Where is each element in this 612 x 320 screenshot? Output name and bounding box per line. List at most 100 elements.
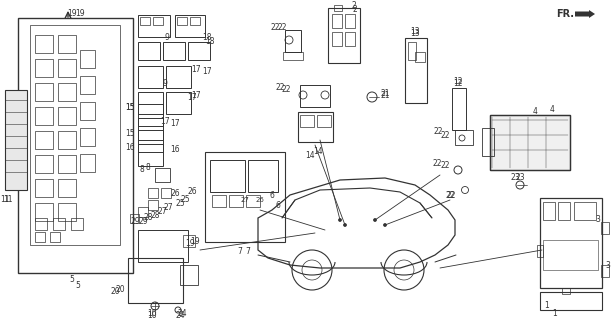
Bar [210, 160, 245, 192]
Bar [58, 107, 76, 125]
Bar [455, 130, 473, 145]
Bar [58, 179, 76, 197]
Bar [58, 83, 76, 101]
Bar [205, 152, 285, 242]
Text: 9: 9 [163, 78, 168, 87]
Bar [35, 218, 47, 230]
Text: 17: 17 [202, 68, 212, 76]
Bar [188, 42, 210, 60]
Bar [130, 214, 139, 223]
Text: 22: 22 [271, 22, 280, 31]
Bar [138, 207, 148, 217]
Text: 25: 25 [180, 196, 190, 204]
Bar [317, 115, 331, 127]
Text: 13: 13 [410, 28, 420, 36]
Text: 19: 19 [75, 9, 85, 18]
Bar [18, 18, 133, 273]
Text: 9: 9 [165, 34, 170, 43]
Text: 1: 1 [545, 301, 550, 310]
Text: 22: 22 [277, 23, 287, 33]
Bar [332, 14, 342, 28]
Text: 25: 25 [175, 198, 185, 207]
Bar [148, 188, 158, 198]
Bar [283, 52, 303, 60]
Bar [138, 144, 163, 166]
Text: 7: 7 [245, 247, 250, 257]
Text: 10: 10 [147, 309, 157, 318]
Bar [405, 38, 427, 103]
Text: 11: 11 [3, 196, 13, 204]
Text: 21: 21 [380, 89, 390, 98]
Bar [138, 15, 170, 37]
Bar [212, 195, 226, 207]
Bar [190, 17, 200, 25]
Text: 6: 6 [275, 201, 280, 210]
Text: 15: 15 [125, 103, 135, 113]
Text: 17: 17 [191, 66, 201, 75]
Bar [345, 14, 355, 28]
Text: 3: 3 [595, 215, 600, 225]
Text: 21: 21 [380, 91, 390, 100]
Text: 17: 17 [160, 117, 170, 126]
Bar [161, 188, 171, 198]
Bar [166, 92, 191, 114]
Text: 3: 3 [605, 260, 610, 269]
Text: FR.: FR. [556, 9, 574, 19]
Bar [58, 35, 76, 53]
Text: 23: 23 [515, 173, 525, 182]
Bar [537, 245, 543, 257]
Text: 24: 24 [177, 309, 187, 318]
Text: 28: 28 [143, 213, 153, 222]
Text: 19: 19 [190, 237, 200, 246]
Text: 26: 26 [256, 197, 264, 203]
Text: 4: 4 [532, 108, 537, 116]
Bar [415, 52, 425, 62]
Bar [177, 17, 187, 25]
Text: 20: 20 [115, 285, 125, 294]
Text: 2: 2 [353, 5, 357, 14]
Bar [285, 30, 301, 52]
Bar [58, 155, 76, 173]
Circle shape [373, 219, 376, 221]
Text: 10: 10 [147, 311, 157, 320]
Bar [543, 202, 555, 220]
Bar [80, 102, 95, 120]
Text: 29: 29 [138, 217, 148, 226]
Bar [543, 240, 598, 270]
Bar [540, 292, 602, 310]
Text: 22: 22 [282, 85, 291, 94]
Bar [482, 128, 494, 156]
Text: 22: 22 [433, 127, 442, 137]
Text: 14: 14 [305, 150, 315, 159]
Circle shape [338, 219, 341, 221]
Bar [138, 104, 163, 126]
Bar [35, 203, 53, 221]
Bar [58, 59, 76, 77]
Bar [138, 130, 163, 152]
Text: 5: 5 [70, 276, 75, 284]
Bar [138, 230, 188, 262]
Bar [540, 198, 602, 288]
Text: 13: 13 [410, 28, 420, 37]
Text: 27: 27 [241, 197, 250, 203]
Text: 26: 26 [170, 188, 180, 197]
Text: 15: 15 [125, 130, 135, 139]
Text: 18: 18 [205, 37, 215, 46]
Bar [345, 32, 355, 46]
Bar [148, 200, 158, 210]
Bar [183, 235, 195, 247]
Text: 1: 1 [553, 309, 558, 318]
Bar [71, 218, 83, 230]
Text: 22: 22 [440, 131, 450, 140]
Text: 8: 8 [146, 164, 151, 172]
Text: 8: 8 [140, 165, 144, 174]
Bar [558, 202, 570, 220]
Text: 22: 22 [275, 84, 285, 92]
Text: 7: 7 [237, 247, 242, 257]
Text: 15: 15 [125, 103, 135, 113]
Bar [175, 15, 205, 37]
Bar [490, 115, 570, 170]
Text: 22: 22 [440, 161, 450, 170]
Text: 17: 17 [170, 119, 180, 129]
Bar [298, 112, 333, 142]
